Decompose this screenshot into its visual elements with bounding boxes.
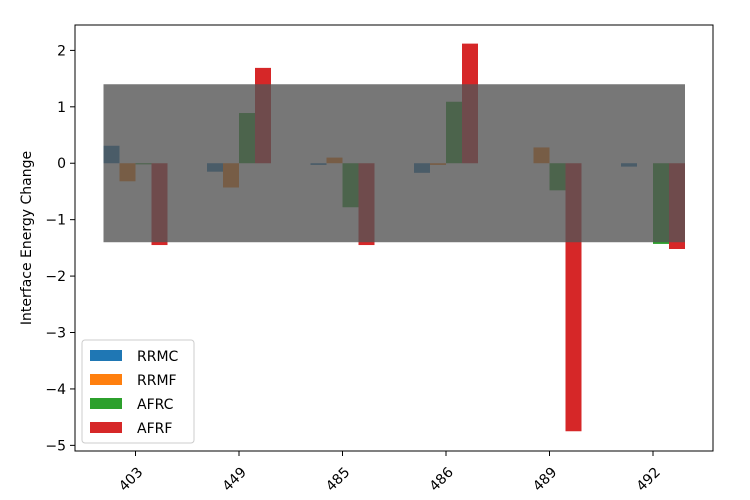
legend-swatch-afrf [90, 422, 122, 433]
legend-swatch-rrmc [90, 350, 122, 361]
threshold-band [103, 84, 685, 243]
threshold-band-layer [103, 84, 685, 243]
x-tick-label: 403 [116, 465, 146, 495]
y-tick-label: −1 [45, 213, 66, 229]
legend-swatch-rrmf [90, 374, 122, 385]
x-tick-label: 486 [427, 464, 457, 494]
x-tick-label: 492 [634, 465, 664, 495]
y-tick-label: −2 [45, 269, 66, 285]
y-tick-label: 0 [57, 156, 66, 172]
y-tick-label: −3 [45, 326, 66, 342]
y-tick-label: 1 [57, 100, 66, 116]
legend-label-rrmf: RRMF [137, 373, 177, 389]
legend-label-afrc: AFRC [137, 397, 174, 413]
legend-label-afrf: AFRF [137, 421, 172, 437]
legend-label-rrmc: RRMC [137, 349, 179, 365]
y-tick-label: −4 [45, 382, 66, 398]
y-axis: −5 −4 −3 −2 −1 0 1 2 [45, 43, 75, 454]
y-axis-label: Interface Energy Change [19, 151, 35, 325]
legend-box [81, 339, 195, 444]
y-tick-label: −5 [45, 438, 66, 454]
x-tick-label: 485 [323, 465, 353, 495]
x-tick-label: 449 [220, 465, 250, 495]
x-tick-label: 489 [530, 465, 560, 495]
x-axis: 403 449 485 486 489 492 [116, 451, 664, 495]
legend-swatch-afrc [90, 398, 122, 409]
y-tick-label: 2 [57, 43, 66, 59]
legend: RRMC RRMF AFRC AFRF [81, 339, 195, 444]
plot-frame [74, 24, 714, 452]
